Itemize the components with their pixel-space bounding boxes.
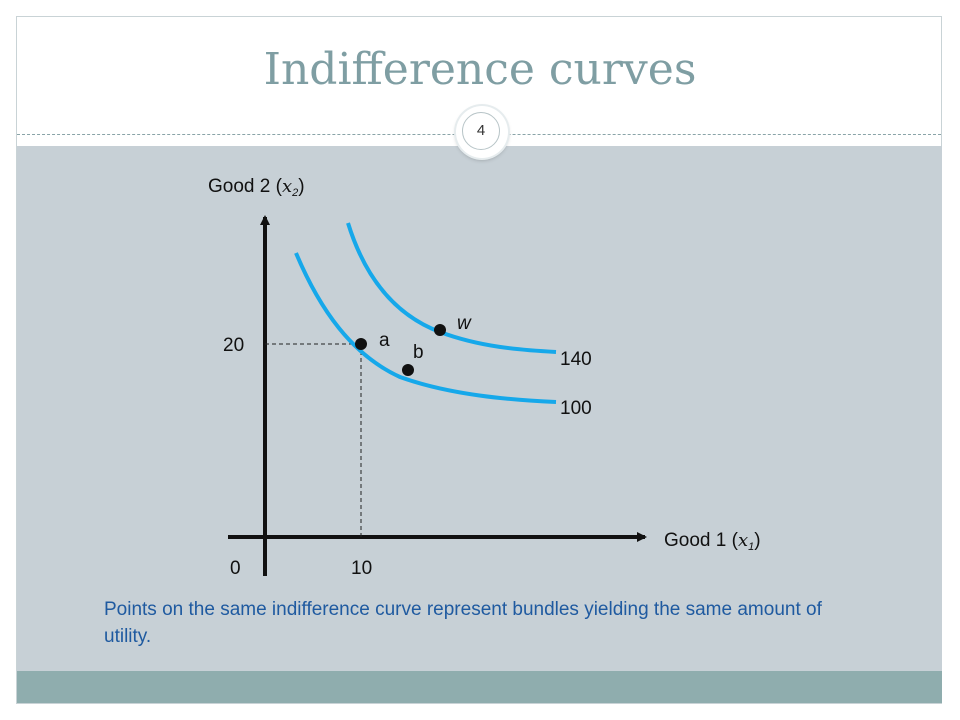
x-axis-title-text: Good 1 ( bbox=[664, 530, 739, 551]
content-panel bbox=[17, 146, 942, 671]
point-a-marker bbox=[355, 338, 367, 350]
footer-band bbox=[17, 671, 942, 703]
page-number: 4 bbox=[462, 112, 500, 150]
y-axis-title: Good 2 (x2) bbox=[208, 176, 305, 199]
y-tick-label-20: 20 bbox=[223, 335, 244, 356]
slide-title: Indifference curves bbox=[263, 44, 697, 95]
x-axis-subscript: 1 bbox=[748, 541, 754, 553]
y-axis-title-text: Good 2 ( bbox=[208, 176, 283, 197]
curve-label-140: 140 bbox=[560, 349, 592, 370]
y-axis-close-paren: ) bbox=[298, 176, 304, 197]
indifference-curve-100 bbox=[294, 252, 557, 404]
x-axis-close-paren: ) bbox=[754, 530, 760, 551]
curve-label-100: 100 bbox=[560, 398, 592, 419]
y-axis-variable: x bbox=[282, 176, 292, 197]
y-axis-subscript: 2 bbox=[291, 187, 298, 199]
point-b-label: b bbox=[413, 342, 424, 363]
x-axis-variable: x bbox=[738, 530, 748, 551]
slide-caption: Points on the same indifference curve re… bbox=[104, 599, 822, 647]
point-w-marker bbox=[434, 324, 446, 336]
origin-label: 0 bbox=[230, 558, 241, 579]
page-number-badge: 4 bbox=[456, 106, 508, 158]
point-a-label: a bbox=[379, 330, 390, 351]
point-w-label: w bbox=[457, 313, 472, 334]
x-axis-title: Good 1 (x1) bbox=[664, 530, 761, 553]
point-b-marker bbox=[402, 364, 414, 376]
x-tick-label-10: 10 bbox=[351, 558, 372, 579]
